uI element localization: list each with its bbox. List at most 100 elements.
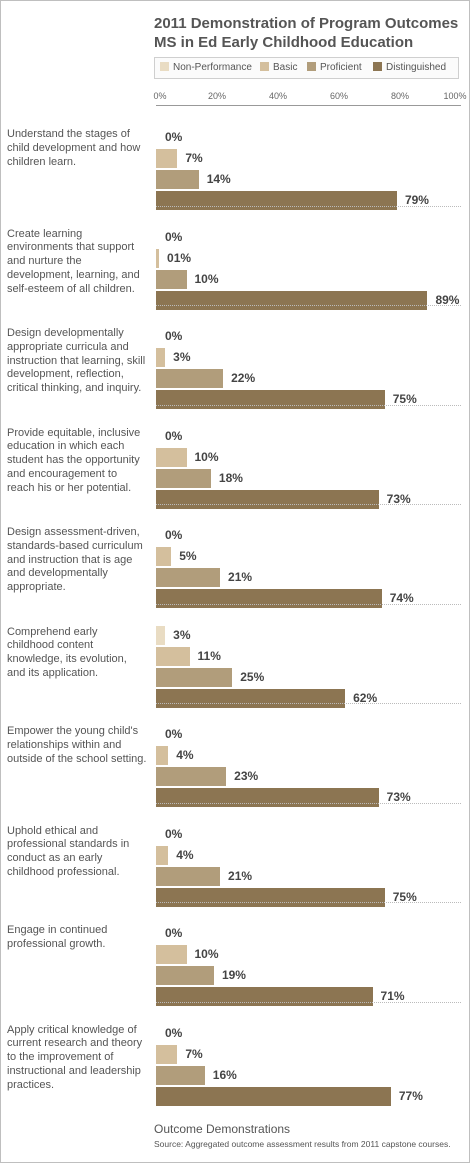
legend-label: Proficient <box>320 62 362 73</box>
bar-distinguished <box>156 290 428 310</box>
bar-proficient <box>156 170 199 189</box>
bar-value-label: 79% <box>404 193 429 207</box>
bar-value-label: 0% <box>165 727 183 741</box>
bar-basic <box>156 149 178 168</box>
bar-value-label: 0% <box>165 428 183 443</box>
bar-value-label: 74% <box>389 591 414 605</box>
chart-subtitle: MS in Ed Early Childhood Education <box>154 34 414 51</box>
bar-basic <box>156 547 172 566</box>
bar-proficient <box>156 1065 205 1085</box>
bar-value-label: 0% <box>165 1025 183 1040</box>
bar-basic <box>156 945 187 964</box>
bar-value-label: 5% <box>179 549 197 563</box>
outcome-label: Empower the young child's relationships … <box>7 725 147 765</box>
bar-value-label: 3% <box>173 627 191 642</box>
group-separator <box>156 603 461 605</box>
bar-value-label: 75% <box>392 889 417 904</box>
bar-non-performance <box>156 625 166 645</box>
bar-value-label: 10% <box>194 271 219 286</box>
legend-item-non-performance: Non-Performance <box>160 62 252 74</box>
bar-value-label: 7% <box>185 151 203 165</box>
bar-value-label: 01% <box>167 250 192 265</box>
bar-basic <box>156 248 160 268</box>
outcome-label: Comprehend early childhood content knowl… <box>7 625 127 679</box>
legend-label: Non-Performance <box>173 62 252 73</box>
bar-proficient <box>156 866 221 886</box>
bar-value-label: 21% <box>228 570 253 584</box>
bar-value-label: 0% <box>165 130 183 144</box>
bar-proficient <box>156 568 221 587</box>
bar-value-label: 14% <box>206 172 231 186</box>
bar-value-label: 73% <box>386 491 411 506</box>
outcome-label: Uphold ethical and professional standard… <box>7 824 130 878</box>
bar-distinguished <box>156 887 385 907</box>
bar-value-label: 75% <box>392 392 417 406</box>
bar-distinguished <box>156 987 373 1006</box>
bar-basic <box>156 1044 178 1064</box>
bar-value-label: 22% <box>231 371 256 385</box>
chart-title: 2011 Demonstration of Program Outcomes <box>154 15 459 32</box>
bar-value-label: 71% <box>380 989 405 1003</box>
legend: Non-Performance Basic Proficient Distinguis… <box>154 57 459 79</box>
bar-value-label: 11% <box>197 648 221 663</box>
x-tick-label: 100% <box>443 91 467 101</box>
legend-item-distinguished: Distinguished <box>373 62 446 74</box>
bar-proficient <box>156 369 224 388</box>
x-axis-tick-labels: 0% 20% 40% 60% 80% 100% <box>1 91 470 105</box>
outcome-label: Apply critical knowledge of current rese… <box>7 1023 143 1091</box>
bar-distinguished <box>156 1086 391 1106</box>
bar-value-label: 4% <box>176 847 194 862</box>
bar-value-label: 7% <box>185 1046 203 1061</box>
group-separator <box>156 404 461 406</box>
bar-value-label: 3% <box>173 350 191 364</box>
bar-value-label: 4% <box>176 748 194 762</box>
outcome-label: Engage in continued professional growth. <box>7 924 108 950</box>
bar-value-label: 23% <box>234 769 259 783</box>
bar-proficient <box>156 468 211 488</box>
bar-proficient <box>156 667 233 687</box>
group-separator <box>156 802 461 804</box>
group-separator <box>156 504 461 505</box>
bar-value-label: 0% <box>165 826 183 841</box>
bar-value-label: 0% <box>165 229 183 244</box>
outcome-label: Design developmentally appropriate curri… <box>7 327 146 395</box>
bar-basic <box>156 348 166 367</box>
outcome-label: Design assessment-driven, standards-base… <box>7 526 143 594</box>
bar-proficient <box>156 767 227 786</box>
legend-swatch <box>373 62 382 71</box>
legend-label: Distinguished <box>386 62 447 73</box>
x-tick-label: 40% <box>268 91 288 101</box>
bar-distinguished <box>156 788 379 807</box>
group-separator <box>156 703 461 704</box>
bar-value-label: 0% <box>165 926 183 940</box>
group-separator <box>156 305 461 306</box>
legend-swatch <box>260 62 269 71</box>
bar-value-label: 62% <box>353 690 378 705</box>
legend-item-proficient: Proficient <box>307 62 362 74</box>
legend-label: Basic <box>273 62 298 73</box>
outcome-label: Create learning environments that suppor… <box>7 227 140 295</box>
legend-item-basic: Basic <box>260 62 297 74</box>
bar-distinguished <box>156 489 379 509</box>
legend-swatch <box>307 62 316 71</box>
bar-value-label: 16% <box>212 1067 237 1082</box>
bar-value-label: 21% <box>228 868 253 883</box>
bar-value-label: 18% <box>218 470 243 485</box>
bar-basic <box>156 646 190 666</box>
bar-value-label: 73% <box>386 790 411 804</box>
outcome-label: Provide equitable, inclusive education i… <box>7 426 141 494</box>
x-axis-line <box>156 105 461 106</box>
x-tick-label: 80% <box>390 91 410 101</box>
group-separator <box>156 205 461 207</box>
bar-value-label: 89% <box>435 292 460 307</box>
bar-distinguished <box>156 390 385 409</box>
source-note: Source: Aggregated outcome assessment re… <box>154 1139 451 1149</box>
bar-value-label: 19% <box>221 968 246 982</box>
legend-swatch <box>160 62 169 71</box>
bar-proficient <box>156 269 187 289</box>
bar-value-label: 25% <box>240 669 265 684</box>
bar-value-label: 0% <box>165 329 183 343</box>
bar-value-label: 0% <box>165 528 183 542</box>
